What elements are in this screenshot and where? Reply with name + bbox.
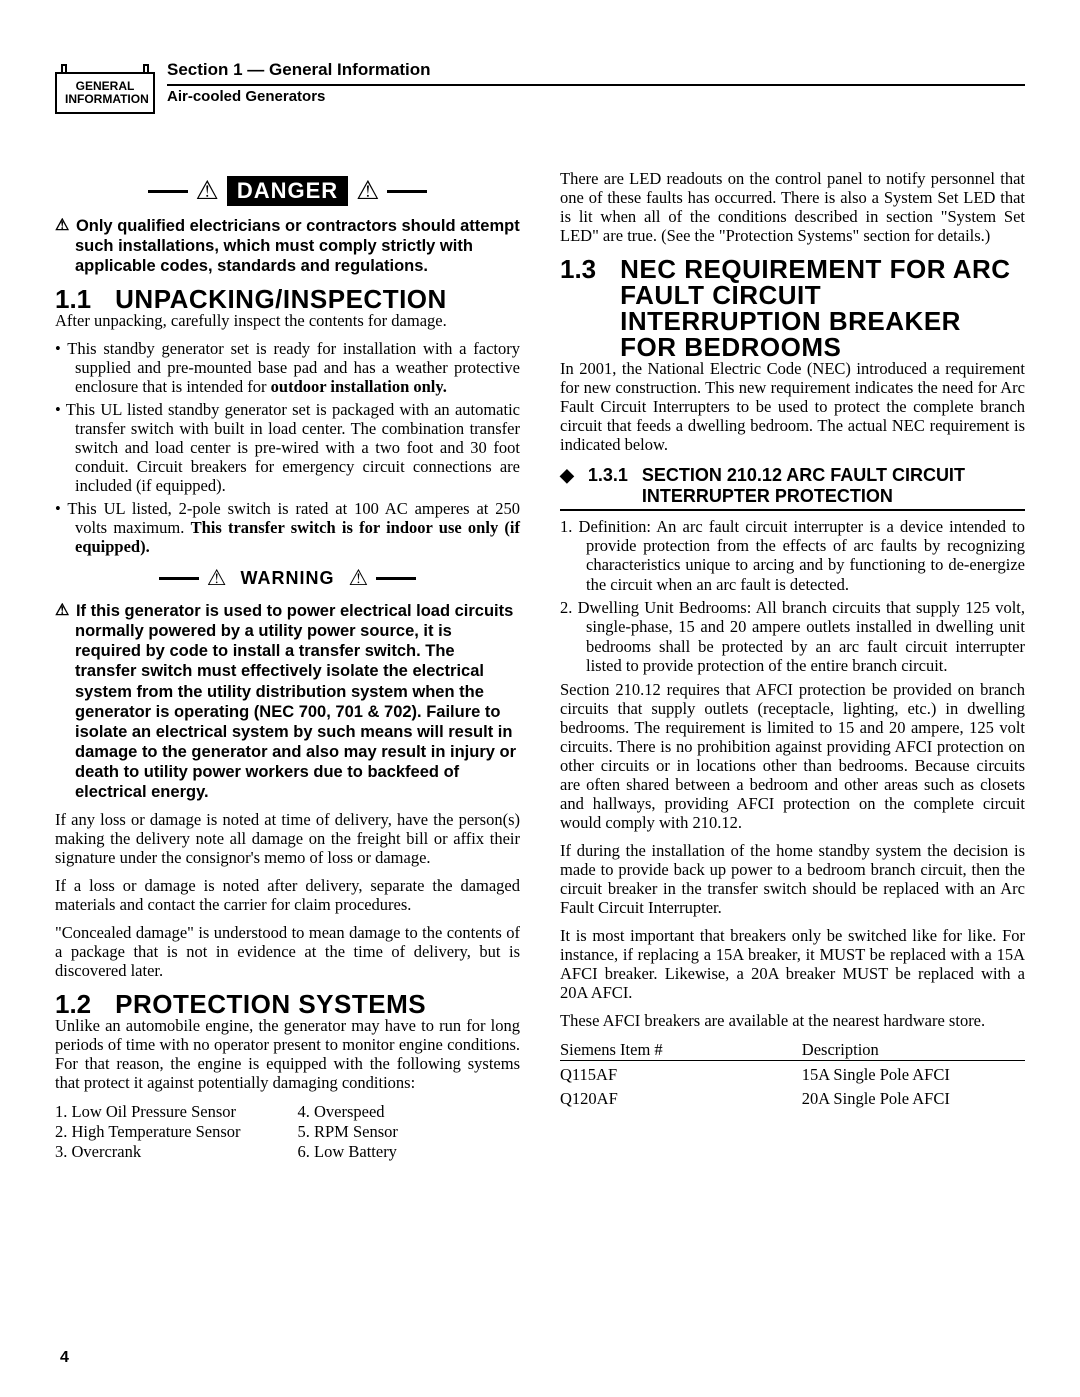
paragraph: "Concealed damage" is understood to mean…	[55, 924, 520, 981]
bullet-bold: outdoor installation only.	[271, 377, 447, 396]
section-title: Section 1 — General Information	[167, 60, 1025, 80]
table-header-cell: Description	[802, 1040, 1025, 1060]
list-item: 2. High Temperature Sensor	[55, 1122, 278, 1142]
list-item: This UL listed, 2-pole switch is rated a…	[55, 500, 520, 557]
heading-1-3: 1.3 NEC REQUIREMENT FOR ARC FAULT CIRCUI…	[560, 256, 1025, 360]
page-number: 4	[60, 1349, 69, 1367]
header-titles: Section 1 — General Information Air-cool…	[167, 60, 1025, 105]
bullet-text: This UL listed standby generator set is …	[66, 400, 520, 495]
danger-banner: ⚠ DANGER ⚠	[55, 176, 520, 206]
subheading-title: SECTION 210.12 ARC FAULT CIRCUIT INTERRU…	[642, 465, 1025, 507]
table-header-cell: Siemens Item #	[560, 1040, 802, 1060]
paragraph: It is most important that breakers only …	[560, 927, 1025, 1003]
banner-rule-right	[387, 190, 427, 193]
paragraph: Section 210.12 requires that AFCI protec…	[560, 681, 1025, 833]
warning-triangle-icon: ⚠	[196, 176, 219, 206]
sensor-col-left: 1. Low Oil Pressure Sensor 2. High Tempe…	[55, 1102, 278, 1162]
sensor-col-right: 4. Overspeed 5. RPM Sensor 6. Low Batter…	[298, 1102, 521, 1162]
list-item: This UL listed standby generator set is …	[55, 401, 520, 496]
content-columns: ⚠ DANGER ⚠ ⚠ Only qualified electricians…	[55, 170, 1025, 1162]
header-subtitle: Air-cooled Generators	[167, 88, 1025, 105]
table-row: Q115AF 15A Single Pole AFCI	[560, 1065, 1025, 1085]
list-item: 4. Overspeed	[298, 1102, 521, 1122]
sensor-list: 1. Low Oil Pressure Sensor 2. High Tempe…	[55, 1102, 520, 1162]
paragraph: If any loss or damage is noted at time o…	[55, 811, 520, 868]
warning-label: WARNING	[235, 568, 341, 589]
tab-label-1: GENERAL	[76, 79, 135, 93]
heading-number: 1.3	[560, 256, 596, 282]
left-column: ⚠ DANGER ⚠ ⚠ Only qualified electricians…	[55, 170, 520, 1162]
tab-label-2: INFORMATION	[65, 92, 149, 106]
heading-1-1: 1.1 UNPACKING/INSPECTION	[55, 286, 520, 312]
warning-body: If this generator is used to power elect…	[75, 602, 516, 801]
list-item: 3. Overcrank	[55, 1142, 278, 1162]
table-cell: 15A Single Pole AFCI	[802, 1065, 1025, 1085]
warning-banner: ⚠ WARNING ⚠	[55, 565, 520, 591]
warning-text: ⚠ If this generator is used to power ele…	[55, 601, 520, 802]
header-rule	[167, 84, 1025, 86]
warning-triangle-icon: ⚠	[55, 602, 69, 619]
list-item: 2. Dwelling Unit Bedrooms: All branch ci…	[560, 598, 1025, 675]
banner-rule-left	[159, 577, 199, 580]
s13-intro: In 2001, the National Electric Code (NEC…	[560, 360, 1025, 455]
table-row: Q120AF 20A Single Pole AFCI	[560, 1089, 1025, 1109]
list-item: 6. Low Battery	[298, 1142, 521, 1162]
warning-triangle-icon: ⚠	[349, 565, 369, 591]
heading-title: NEC REQUIREMENT FOR ARC FAULT CIRCUIT IN…	[620, 256, 1025, 360]
warning-triangle-icon: ⚠	[207, 565, 227, 591]
danger-body: Only qualified electricians or contracto…	[75, 217, 520, 275]
diamond-icon: ◆	[560, 465, 574, 507]
s12-intro: Unlike an automobile engine, the generat…	[55, 1017, 520, 1093]
list-item: This standby generator set is ready for …	[55, 340, 520, 397]
paragraph: If during the installation of the home s…	[560, 842, 1025, 918]
heading-1-2: 1.2 PROTECTION SYSTEMS	[55, 991, 520, 1017]
banner-rule-left	[148, 190, 188, 193]
list-item: 1. Low Oil Pressure Sensor	[55, 1102, 278, 1122]
definition-list: 1. Definition: An arc fault circuit inte…	[560, 517, 1025, 675]
paragraph: If a loss or damage is noted after deliv…	[55, 877, 520, 915]
section-tab: GENERAL INFORMATION	[55, 72, 155, 114]
warning-triangle-icon: ⚠	[356, 176, 379, 206]
heading-number: 1.1	[55, 286, 91, 312]
s11-intro: After unpacking, carefully inspect the c…	[55, 312, 520, 331]
heading-title: PROTECTION SYSTEMS	[115, 991, 426, 1017]
warning-triangle-icon: ⚠	[55, 217, 69, 234]
table-cell: 20A Single Pole AFCI	[802, 1089, 1025, 1109]
table-cell: Q115AF	[560, 1065, 802, 1085]
right-column: There are LED readouts on the control pa…	[560, 170, 1025, 1162]
afci-table-header: Siemens Item # Description	[560, 1040, 1025, 1061]
table-cell: Q120AF	[560, 1089, 802, 1109]
subheading-1-3-1: ◆ 1.3.1 SECTION 210.12 ARC FAULT CIRCUIT…	[560, 465, 1025, 511]
subheading-number: 1.3.1	[588, 465, 628, 507]
banner-rule-right	[376, 577, 416, 580]
heading-number: 1.2	[55, 991, 91, 1017]
tab-container: GENERAL INFORMATION	[55, 60, 155, 102]
paragraph: These AFCI breakers are available at the…	[560, 1012, 1025, 1031]
heading-title: UNPACKING/INSPECTION	[115, 286, 447, 312]
list-item: 1. Definition: An arc fault circuit inte…	[560, 517, 1025, 594]
s11-bullet-list: This standby generator set is ready for …	[55, 340, 520, 557]
paragraph: There are LED readouts on the control pa…	[560, 170, 1025, 246]
danger-text: ⚠ Only qualified electricians or contrac…	[55, 216, 520, 276]
page-header: GENERAL INFORMATION Section 1 — General …	[55, 60, 1025, 105]
danger-label: DANGER	[227, 176, 348, 206]
list-item: 5. RPM Sensor	[298, 1122, 521, 1142]
